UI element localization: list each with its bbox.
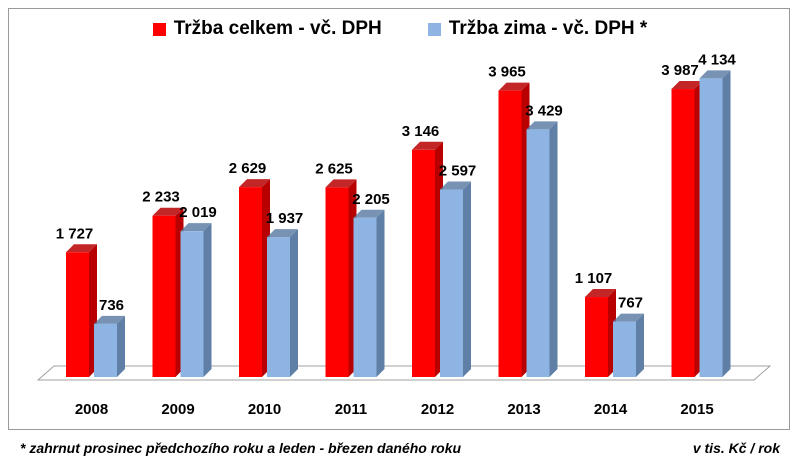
bar-winter-2014 — [613, 321, 636, 377]
data-label-total-2012: 3 146 — [402, 123, 440, 140]
legend-label-winter: Tržba zima - vč. DPH * — [448, 18, 648, 39]
bar-winter-2008 — [94, 323, 117, 377]
bar-top-winter-2015 — [699, 70, 731, 79]
bar-winter-2012 — [440, 189, 463, 377]
data-label-winter-2009: 2 019 — [179, 204, 217, 221]
bar-total-2012 — [412, 149, 435, 377]
x-tick-label-2009: 2009 — [161, 401, 194, 418]
bar-top-total-2013 — [498, 82, 530, 91]
x-tick-label-2010: 2010 — [248, 401, 281, 418]
bar-winter-2013 — [526, 129, 550, 377]
legend-label-total: Tržba celkem - vč. DPH — [173, 18, 382, 39]
bar-total-2010 — [239, 187, 262, 377]
data-label-total-2015: 3 987 — [661, 62, 699, 79]
bar-top-total-2010 — [239, 179, 270, 188]
bar-top-winter-2011 — [353, 209, 385, 218]
data-label-winter-2011: 2 205 — [352, 191, 390, 208]
bar-top-winter-2012 — [440, 181, 471, 190]
data-label-winter-2010: 1 937 — [266, 210, 304, 227]
bar-total-2013 — [498, 90, 522, 377]
bar-top-total-2008 — [66, 244, 97, 253]
unit-note: v tis. Kč / rok — [692, 440, 780, 456]
x-tick-label-2013: 2013 — [507, 401, 540, 418]
bar-top-winter-2008 — [94, 315, 125, 324]
chart-floor — [36, 365, 772, 381]
legend-item-total: Tržba celkem - vč. DPH — [152, 18, 382, 40]
bar-total-2008 — [66, 252, 89, 377]
data-label-winter-2012: 2 597 — [439, 162, 477, 179]
bar-top-winter-2013 — [526, 121, 558, 130]
data-label-total-2013: 3 965 — [488, 64, 526, 81]
data-label-winter-2008: 736 — [99, 297, 124, 314]
bar-top-winter-2014 — [613, 313, 644, 322]
chart-legend: Tržba celkem - vč. DPH Tržba zima - vč. … — [0, 18, 800, 40]
bar-winter-2011 — [353, 217, 377, 377]
data-label-total-2009: 2 233 — [142, 189, 180, 206]
bar-winter-2010 — [267, 237, 290, 377]
bar-total-2011 — [325, 187, 349, 377]
data-label-winter-2013: 3 429 — [525, 102, 563, 119]
bar-top-winter-2010 — [267, 229, 298, 238]
bar-winter-2015 — [699, 78, 723, 377]
bar-top-total-2015 — [671, 81, 703, 90]
bar-side-winter-2015 — [722, 70, 731, 377]
bar-winter-2009 — [180, 231, 204, 377]
bar-side-winter-2013 — [549, 121, 558, 377]
bar-side-winter-2011 — [376, 209, 385, 377]
data-label-total-2010: 2 629 — [229, 160, 267, 177]
chart-frame — [8, 8, 790, 430]
legend-swatch-winter — [427, 22, 441, 36]
data-label-total-2014: 1 107 — [575, 270, 613, 287]
bar-top-total-2012 — [412, 141, 443, 150]
bar-top-total-2011 — [325, 179, 357, 188]
bar-side-winter-2014 — [636, 313, 644, 377]
bar-total-2009 — [152, 215, 176, 377]
data-label-winter-2015: 4 134 — [698, 51, 736, 68]
data-label-winter-2014: 767 — [618, 295, 643, 312]
x-tick-label-2012: 2012 — [421, 401, 454, 418]
data-label-total-2008: 1 727 — [56, 225, 94, 242]
legend-swatch-total — [152, 22, 166, 36]
x-tick-label-2008: 2008 — [75, 401, 108, 418]
bar-total-2015 — [671, 89, 695, 378]
bar-total-2014 — [585, 297, 608, 377]
bar-side-winter-2009 — [203, 223, 212, 377]
data-label-total-2011: 2 625 — [315, 160, 353, 177]
legend-item-winter: Tržba zima - vč. DPH * — [427, 18, 648, 40]
x-tick-label-2015: 2015 — [680, 401, 713, 418]
bar-top-winter-2009 — [180, 223, 212, 232]
bar-side-winter-2008 — [117, 315, 125, 377]
bar-top-total-2009 — [152, 207, 184, 216]
footnote: * zahrnut prosinec předchozího roku a le… — [20, 440, 462, 456]
bar-side-winter-2010 — [290, 229, 298, 377]
bar-top-total-2014 — [585, 289, 616, 298]
bar-side-winter-2012 — [463, 181, 471, 377]
x-tick-label-2011: 2011 — [335, 401, 368, 418]
x-tick-label-2014: 2014 — [594, 401, 628, 418]
